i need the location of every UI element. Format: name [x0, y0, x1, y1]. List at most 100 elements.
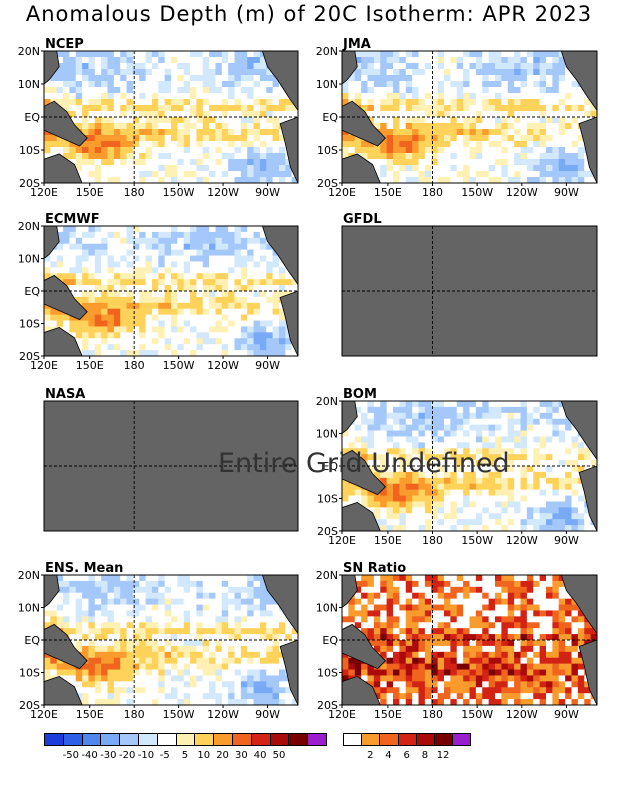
lat-tick-label: 10N	[18, 602, 40, 615]
lat-tick-label: 10N	[18, 78, 40, 91]
lon-tick-label: 120E	[328, 534, 356, 547]
colorbar-label: 40	[253, 750, 267, 761]
lat-tick-label: 20S	[317, 177, 338, 190]
colorbar-swatch	[62, 733, 83, 746]
colorbar-label: -10	[137, 750, 155, 761]
land-mass	[342, 153, 381, 183]
lon-tick-label: 120W	[207, 186, 239, 199]
lon-tick-label: 150E	[374, 186, 402, 199]
lon-tick-label: 150E	[374, 534, 402, 547]
colorbar-swatch	[434, 733, 454, 746]
colorbar-label: 20	[216, 750, 229, 761]
land-mass	[342, 575, 358, 609]
lon-tick-label: 120E	[328, 708, 356, 721]
lon-tick-label: 90W	[554, 708, 579, 721]
lat-tick-label: EQ	[24, 285, 40, 298]
lon-tick-label: 120W	[506, 186, 538, 199]
colorbar-label: -5	[159, 750, 170, 761]
land-mass	[578, 465, 597, 531]
lat-tick-label: 10S	[317, 493, 338, 506]
colorbar-swatch	[361, 733, 381, 746]
colorbar-label: -20	[119, 750, 136, 761]
lat-tick-label: 20N	[18, 45, 40, 58]
land-mass	[342, 623, 386, 670]
colorbar-label: 2	[367, 750, 374, 761]
land-mass	[342, 401, 358, 435]
lon-tick-label: 180	[124, 186, 145, 199]
land-mass	[261, 226, 298, 286]
lat-tick-label: 10S	[19, 318, 40, 331]
colorbar-swatch	[343, 733, 363, 746]
lat-tick-label: 20S	[19, 699, 40, 712]
lon-tick-label: 90W	[554, 186, 579, 199]
colorbar-label: 12	[436, 750, 450, 761]
lon-tick-label: 150E	[76, 359, 104, 372]
colorbar-swatch	[379, 733, 399, 746]
colorbar-swatch	[452, 733, 472, 746]
colorbar-swatch	[269, 733, 290, 746]
colorbar-swatch	[138, 733, 158, 746]
colorbar-swatch	[175, 733, 196, 746]
lat-tick-label: EQ	[24, 111, 40, 124]
lat-tick-label: 10S	[317, 144, 338, 157]
lon-tick-label: 180	[422, 534, 443, 547]
panel-title: NASA	[45, 387, 85, 402]
land-mass	[342, 100, 386, 147]
land-mass	[342, 501, 381, 531]
lat-tick-label: 20S	[19, 350, 40, 363]
lon-tick-label: 120E	[328, 186, 356, 199]
lon-tick-label: 90W	[255, 186, 280, 199]
colorbar-swatch	[250, 733, 271, 746]
land-mass	[279, 116, 298, 183]
panel-title: NCEP	[45, 37, 84, 52]
colorbar-label: -50	[62, 750, 79, 761]
land-mass	[342, 51, 358, 85]
lat-tick-label: EQ	[24, 634, 40, 647]
land-mass	[261, 575, 298, 635]
colorbar-swatch	[232, 733, 252, 746]
land-mass	[44, 100, 88, 147]
colorbar-label: 30	[235, 750, 248, 761]
lon-tick-label: 150E	[374, 708, 402, 721]
lat-tick-label: 20S	[19, 177, 40, 190]
panel-frame	[43, 400, 299, 532]
lon-tick-label: 150W	[163, 186, 195, 199]
land-mass	[44, 675, 83, 705]
lon-tick-label: 120E	[30, 359, 58, 372]
lon-tick-label: 150E	[76, 186, 104, 199]
colorbar-swatch	[44, 733, 64, 746]
lon-tick-label: 150W	[461, 534, 493, 547]
panel-title: JMA	[342, 37, 371, 52]
panel-field	[342, 401, 597, 531]
lon-tick-label: 180	[422, 708, 443, 721]
lat-tick-label: 20N	[316, 45, 338, 58]
land-mass	[578, 639, 597, 705]
lat-tick-label: 10N	[316, 428, 338, 441]
land-mass	[560, 51, 597, 112]
land-mass	[44, 153, 83, 183]
land-mass	[44, 226, 60, 260]
lon-tick-label: 120W	[207, 708, 239, 721]
lon-tick-label: 150W	[461, 186, 493, 199]
lat-tick-label: 10S	[19, 144, 40, 157]
land-mass	[44, 623, 88, 670]
land-mass	[261, 51, 298, 112]
colorbar-swatch	[194, 733, 215, 746]
lat-tick-label: 10S	[19, 667, 40, 680]
lat-tick-label: EQ	[322, 460, 338, 473]
land-mass	[578, 116, 597, 183]
lon-tick-label: 180	[124, 708, 145, 721]
lon-tick-label: 150W	[163, 359, 195, 372]
panel-title: ECMWF	[45, 212, 100, 227]
lon-tick-label: 150W	[461, 708, 493, 721]
lat-tick-label: 20S	[317, 525, 338, 538]
colorbar-swatch	[307, 733, 327, 746]
colorbar-label: 8	[421, 750, 429, 761]
lon-tick-label: 120W	[207, 359, 239, 372]
land-mass	[44, 274, 88, 321]
colorbar-label: -40	[81, 750, 98, 761]
